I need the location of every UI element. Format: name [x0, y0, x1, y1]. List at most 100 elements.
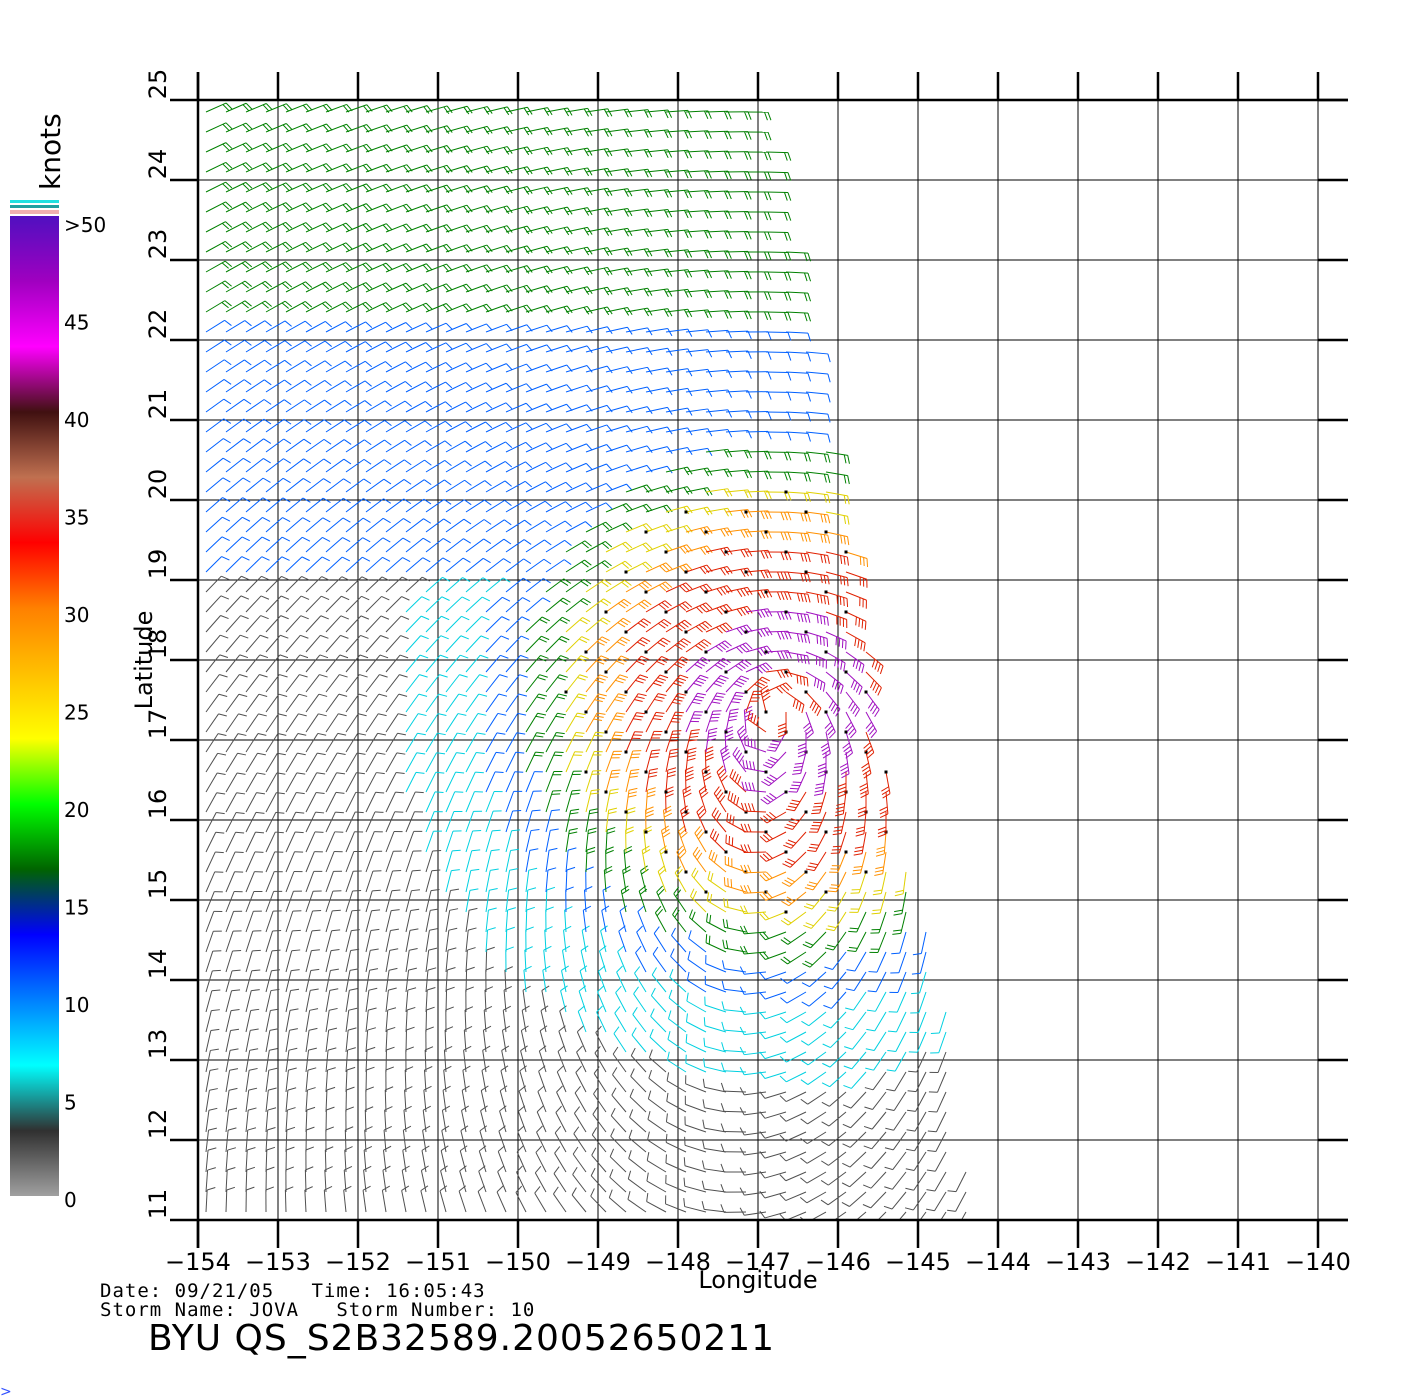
wind-barb — [634, 966, 647, 993]
wind-barb — [645, 618, 672, 633]
rain-flag — [784, 550, 788, 554]
rain-flag — [704, 830, 708, 834]
wind-barb — [725, 310, 752, 320]
wind-barb — [505, 383, 533, 393]
wind-barb — [525, 828, 540, 853]
wind-barb — [759, 1051, 787, 1060]
wind-barb — [694, 826, 707, 853]
wind-barb — [525, 693, 548, 713]
wind-barb — [817, 751, 827, 778]
wind-barb — [866, 1011, 887, 1032]
wind-barb — [245, 851, 264, 873]
wind-barb — [565, 107, 593, 117]
wind-barb — [325, 615, 350, 633]
wind-barb — [402, 1145, 411, 1173]
wind-barb — [482, 1045, 491, 1073]
rain-flag — [844, 550, 848, 554]
wind-barb — [703, 1058, 727, 1073]
wind-barb — [425, 322, 453, 333]
wind-barb — [305, 772, 326, 793]
wind-barb — [779, 1171, 807, 1182]
rain-flag — [664, 610, 668, 614]
wind-barb — [525, 500, 553, 513]
legend-label: 45 — [64, 311, 89, 335]
wind-barb — [345, 1086, 355, 1113]
wind-barb — [745, 662, 773, 674]
wind-barb — [890, 951, 907, 974]
wind-barb — [505, 616, 530, 633]
wind-barb — [325, 360, 352, 373]
wind-barb — [485, 771, 504, 793]
wind-barb — [445, 362, 473, 373]
wind-barb — [285, 949, 301, 973]
wind-barb — [305, 693, 328, 713]
wind-barb — [285, 811, 305, 833]
wind-barb — [485, 927, 496, 953]
wind-barb — [585, 463, 613, 473]
x-tick-label: −149 — [565, 1248, 631, 1276]
wind-barb — [800, 1051, 827, 1066]
wind-barb — [205, 280, 232, 293]
wind-barb — [666, 1092, 687, 1113]
wind-barb — [265, 1107, 277, 1133]
wind-barb — [265, 910, 282, 933]
rain-flag — [824, 710, 828, 714]
wind-barb — [625, 148, 653, 158]
wind-barb — [285, 497, 311, 513]
wind-barb — [685, 368, 713, 378]
wind-barb — [571, 1187, 587, 1213]
wind-barb — [405, 1006, 416, 1033]
wind-barb — [245, 733, 267, 753]
wind-barb — [905, 1171, 927, 1191]
rain-flag — [684, 690, 688, 694]
y-tick-label: 22 — [144, 309, 172, 340]
wind-barb — [265, 536, 291, 553]
wind-barb — [245, 1028, 259, 1053]
wind-barb — [745, 351, 772, 360]
wind-barb — [678, 825, 688, 853]
wind-barb — [543, 945, 552, 973]
wind-barb — [385, 615, 410, 633]
wind-barb — [305, 536, 331, 553]
wind-barb — [225, 438, 251, 453]
wind-barb — [585, 385, 613, 393]
wind-barb — [685, 506, 713, 516]
wind-barb — [865, 651, 884, 675]
wind-barb — [305, 654, 329, 673]
wind-barb — [645, 485, 673, 494]
wind-barb — [485, 829, 501, 853]
wind-barb — [705, 468, 733, 478]
wind-barb — [886, 1071, 907, 1092]
wind-barb — [245, 1087, 258, 1113]
wind-barb — [629, 1109, 647, 1133]
wind-barb — [725, 528, 753, 538]
wind-barb — [745, 331, 772, 340]
wind-barb — [585, 128, 613, 137]
wind-barb — [650, 987, 667, 1013]
wind-barb — [305, 1087, 316, 1113]
wind-barb — [565, 597, 591, 613]
wind-barb — [325, 458, 352, 473]
wind-barb — [425, 947, 438, 973]
wind-barb — [651, 967, 667, 993]
wind-barb — [805, 551, 830, 564]
wind-barb — [285, 752, 306, 773]
wind-barb — [685, 692, 706, 713]
wind-barb — [825, 591, 849, 608]
wind-barb — [325, 988, 339, 1013]
legend-label: 25 — [64, 701, 89, 725]
wind-barb — [265, 988, 280, 1013]
wind-barb — [930, 1031, 947, 1054]
wind-barb — [759, 1170, 787, 1179]
wind-barb — [405, 596, 430, 613]
wind-barb — [947, 1171, 967, 1193]
wind-barb — [865, 691, 880, 718]
wind-barb — [665, 1113, 687, 1133]
rain-flag — [784, 670, 788, 674]
wind-barb — [304, 1166, 314, 1193]
wind-barb — [285, 458, 312, 473]
wind-barb — [345, 400, 372, 413]
wind-barb — [205, 142, 233, 153]
rain-flag — [664, 850, 668, 854]
wind-barb — [906, 1111, 927, 1132]
